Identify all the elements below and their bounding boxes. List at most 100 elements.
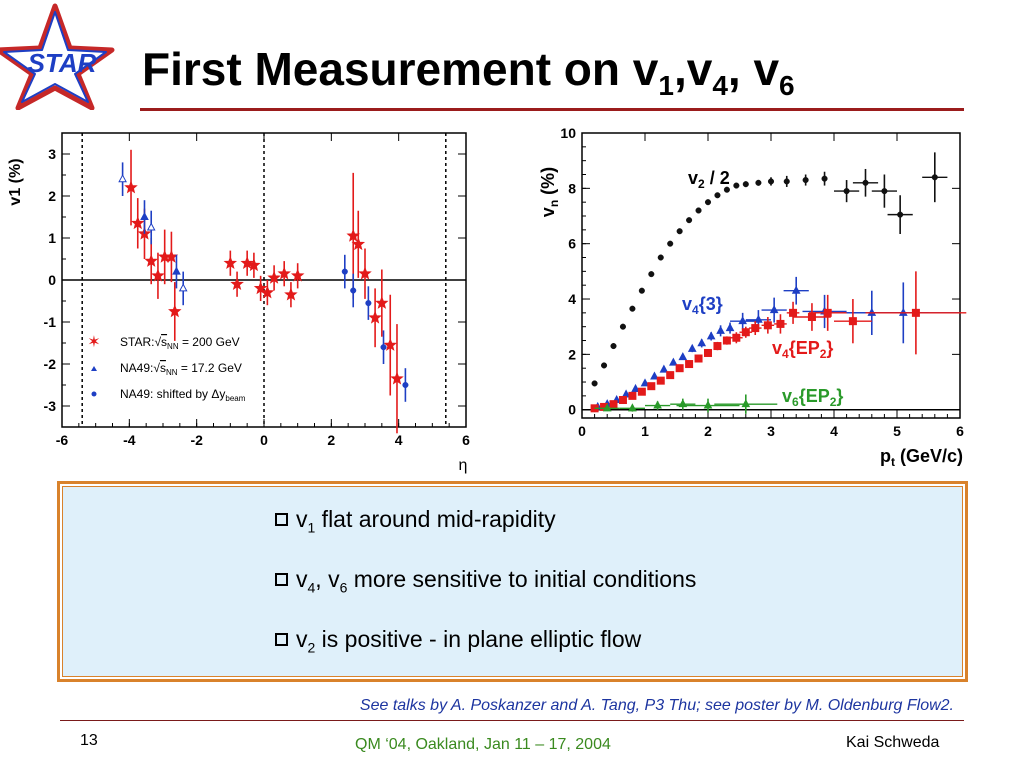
data-point (602, 403, 612, 412)
data-point (130, 216, 145, 230)
checkbox-bullet-icon (275, 513, 288, 526)
data-point (247, 258, 261, 272)
y-tick-label: 1 (48, 230, 56, 246)
data-point (703, 400, 713, 409)
series-2 (590, 271, 967, 413)
chart1-xlabel: η (459, 457, 468, 474)
data-point (732, 333, 741, 342)
x-tick-label: 0 (260, 432, 268, 448)
x-tick-label: 6 (956, 423, 964, 439)
data-point (124, 180, 138, 194)
conference-label: QM ‘04, Oakland, Jan 11 – 17, 2004 (355, 736, 611, 753)
data-point (763, 321, 772, 330)
data-point (714, 192, 721, 199)
series-1 (593, 276, 960, 410)
data-point (223, 256, 238, 270)
series-0 (124, 149, 404, 434)
data-point (653, 400, 662, 409)
summary-panel: v1 flat around mid-rapidity v4, v6 more … (57, 481, 968, 682)
annotation-v2: v2 / 2 (688, 168, 730, 191)
chart1-ylabel: v1 (%) (7, 158, 24, 205)
data-point (240, 256, 254, 270)
x-tick-label: 2 (704, 423, 712, 439)
data-point (738, 316, 747, 325)
page-title: First Measurement on v1,v4, v6 (142, 43, 795, 101)
author-label: Kai Schweda (846, 734, 940, 751)
v1-vs-eta-chart: -6 -4 -2 0 2 4 6 -3 -2 -1 0 1 2 3 v1 (%) η ✶ STAR:√sN… (7, 132, 470, 474)
data-point (659, 364, 669, 373)
chart1-ticks: -6 -4 -2 0 2 4 6 -3 -2 -1 0 1 2 3 (44, 132, 470, 448)
legend-entry-na49-shifted: NA49: shifted by Δybeam (91, 387, 246, 403)
data-point (375, 296, 389, 309)
y-tick-label: -2 (44, 356, 57, 372)
data-point (722, 336, 731, 345)
star-logo: STAR (0, 3, 115, 110)
bullet-v2: v2 is positive - in plane elliptic flow (275, 626, 641, 656)
data-point (341, 268, 348, 275)
chart1-legend: ✶ STAR:√sNN = 200 GeV NA49:√sNN = 17.2 G… (87, 334, 245, 403)
y-tick-label: 0 (48, 272, 56, 288)
data-point (383, 338, 398, 351)
data-point (637, 387, 646, 396)
data-point (807, 313, 816, 322)
checkbox-bullet-icon (275, 573, 288, 586)
data-point (640, 378, 650, 387)
title-rule (140, 108, 964, 111)
annotation-v4-ep2: v4{EP2} (772, 338, 833, 361)
data-point (267, 270, 281, 284)
series-2 (341, 254, 409, 402)
data-point (911, 308, 920, 317)
data-point (791, 285, 801, 294)
data-point (631, 383, 640, 392)
data-point (716, 325, 725, 334)
data-point (591, 380, 598, 387)
data-point (666, 371, 675, 380)
data-point (697, 338, 707, 347)
x-tick-label: -2 (190, 432, 203, 448)
data-point (862, 179, 869, 186)
data-point (638, 287, 645, 294)
data-point (742, 181, 749, 188)
data-point (168, 304, 182, 318)
legend-na49-shifted-marker (91, 391, 97, 397)
data-point (676, 228, 683, 235)
data-point (260, 285, 275, 299)
footer-rule (60, 720, 964, 721)
x-tick-label: 1 (641, 423, 649, 439)
data-point (657, 254, 664, 261)
data-point (144, 253, 158, 267)
chart2-ylabel: vn (%) (538, 167, 561, 217)
data-point (754, 314, 763, 323)
legend-na49-marker (91, 366, 97, 371)
data-point (380, 344, 387, 351)
data-point (823, 308, 832, 317)
series-1 (118, 162, 188, 306)
data-point (628, 391, 637, 400)
data-point (776, 319, 785, 328)
chart2-xlabel: pt (GeV/c) (880, 446, 963, 469)
y-tick-label: -3 (44, 398, 57, 414)
data-point (172, 266, 181, 275)
y-tick-label: 4 (568, 291, 576, 307)
data-point (686, 217, 693, 224)
legend-na49-shifted-label: NA49: shifted by Δybeam (120, 387, 246, 403)
checkbox-bullet-icon (275, 633, 288, 646)
y-tick-label: 0 (568, 402, 576, 418)
data-point (685, 360, 694, 369)
legend-na49-label: NA49:√sNN = 17.2 GeV (120, 361, 242, 377)
data-point (230, 277, 244, 291)
data-point (629, 305, 636, 312)
data-point (843, 188, 850, 195)
data-point (741, 399, 751, 408)
data-point (402, 381, 409, 389)
x-tick-label: 2 (327, 432, 335, 448)
chart2-ticks: 0 1 2 3 4 5 6 0 2 4 6 8 10 (560, 125, 964, 439)
data-point (284, 287, 298, 301)
plot-frame (581, 132, 961, 419)
data-point (695, 207, 702, 214)
data-point (365, 300, 372, 307)
data-point (767, 178, 775, 185)
y-tick-label: 2 (568, 346, 576, 362)
data-point (694, 354, 703, 363)
data-point (178, 283, 188, 292)
